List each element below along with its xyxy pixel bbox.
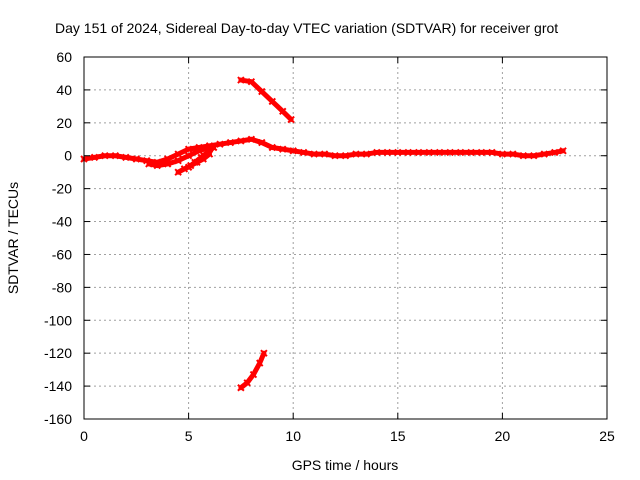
data-point [90,153,99,162]
y-tick-label: 40 [56,82,72,98]
data-point [174,150,182,158]
series-line [238,77,294,123]
data-point [163,160,172,168]
y-tick-label: -120 [44,345,72,361]
chart-title: Day 151 of 2024, Sidereal Day-to-day VTE… [55,20,558,36]
data-point [435,148,444,157]
data-point [203,148,212,157]
data-point [195,147,203,155]
y-axis-title: SDTVAR / TECUs [5,182,21,294]
data-point [191,158,199,167]
data-point [153,161,161,170]
data-point [258,138,266,147]
data-point [530,152,538,160]
series-branch-c [184,143,218,171]
data-point [279,145,287,153]
data-point [404,148,412,157]
data-point [310,150,318,158]
data-point [477,148,486,157]
x-tick-label: 20 [495,428,511,444]
data-point [540,150,548,158]
data-point [184,145,193,153]
data-point [425,148,433,157]
data-point [247,77,256,86]
data-point [101,152,109,160]
series-line [238,350,267,391]
data-point [320,150,329,158]
y-tick-label: -100 [44,312,72,328]
series-branch-e [237,349,268,392]
data-point [299,148,308,157]
data-point [373,148,381,157]
x-tick-label: 10 [285,428,301,444]
data-point [550,148,559,157]
y-tick-label: 0 [64,148,72,164]
x-tick-label: 15 [390,428,406,444]
data-point [249,370,258,379]
data-point [247,135,256,143]
y-tick-label: -160 [44,411,72,427]
x-tick-label: 25 [599,428,615,444]
y-tick-label: -20 [52,181,72,197]
data-point [498,150,507,158]
data-point [456,148,465,157]
data-point [509,150,517,158]
y-tick-label: 60 [56,49,72,65]
data-point [197,153,205,162]
data-point [237,76,245,84]
data-point [467,148,475,157]
data-point [174,156,182,165]
data-point [488,148,496,157]
data-point [216,140,224,148]
x-tick-label: 5 [185,428,193,444]
data-point [184,152,193,160]
data-point [287,115,295,124]
data-point [256,359,264,367]
data-point [209,143,218,152]
y-tick-label: -60 [52,246,72,262]
data-point [289,147,297,155]
data-point [174,168,182,176]
data-point [237,137,245,145]
data-point [237,384,245,392]
data-point [394,148,402,157]
data-point [519,152,528,160]
data-point [184,163,193,171]
series-branch-d [237,76,295,124]
data-point [383,148,392,157]
data-point [559,147,567,155]
grid-layer [84,57,607,419]
data-point [341,152,350,160]
data-point [122,153,130,162]
data-point [331,152,339,160]
x-tick-label: 0 [80,428,88,444]
data-point [145,160,153,168]
y-tick-label: 20 [56,115,72,131]
data-point [446,148,454,157]
y-tick-label: -40 [52,214,72,230]
y-tick-label: -80 [52,279,72,295]
data-point [243,379,251,387]
data-point [260,349,268,357]
data-point [279,107,287,116]
tick-layer: 0 5 10 15 20 25 -160 -140 -120 -100 -80 -60 -40 -20 0 2… [44,49,615,444]
plot-frame [83,56,608,420]
data-layer [80,76,567,392]
data-point [415,148,423,157]
data-point [268,143,276,152]
x-axis-title: GPS time / hours [292,457,399,473]
data-point [226,138,235,147]
data-point [132,155,141,163]
data-point [268,97,276,106]
data-point [352,150,360,158]
series-main-trace [80,135,567,167]
y-tick-label: -140 [44,378,72,394]
data-point [258,87,266,96]
data-point [111,152,120,160]
data-point [362,150,371,158]
